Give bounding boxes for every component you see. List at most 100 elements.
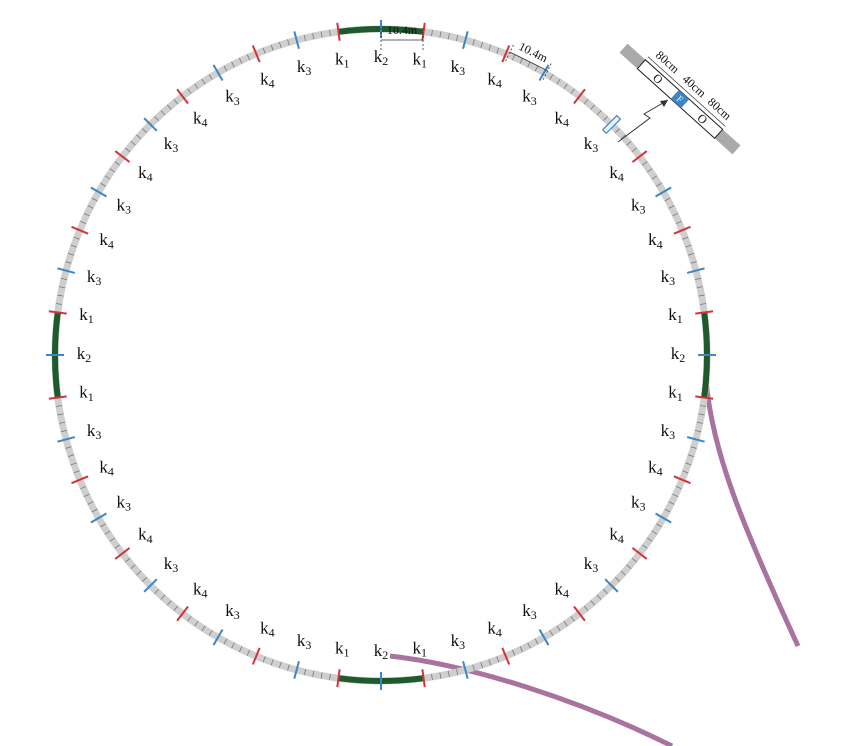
- minor-tick: [620, 570, 626, 576]
- sensor-f: [670, 89, 690, 109]
- minor-tick: [246, 649, 250, 656]
- minor-tick: [55, 303, 63, 305]
- sensor-mark: [631, 547, 648, 560]
- minor-tick: [246, 54, 250, 61]
- label-subscript: 3: [531, 94, 537, 108]
- minor-tick: [87, 205, 94, 209]
- minor-tick: [194, 620, 199, 627]
- ring-label: k2: [77, 344, 92, 365]
- sensor-mark: [655, 186, 672, 198]
- sensor-mark: [336, 669, 341, 688]
- minor-tick: [125, 557, 131, 563]
- minor-tick: [223, 65, 228, 72]
- ring-label: k3: [584, 554, 599, 575]
- pointer: [617, 99, 669, 143]
- minor-tick: [80, 220, 87, 224]
- sensor-mark: [538, 629, 550, 646]
- minor-tick: [104, 530, 111, 535]
- pointer-head: [660, 100, 668, 107]
- sensor-mark: [462, 660, 469, 679]
- minor-tick: [690, 446, 697, 449]
- minor-tick: [682, 236, 689, 240]
- sensor-mark: [212, 629, 224, 646]
- label-subscript: 3: [669, 274, 675, 288]
- ring-label: k4: [648, 458, 663, 479]
- minor-tick: [320, 31, 323, 38]
- minor-tick: [668, 205, 675, 209]
- minor-tick: [312, 33, 315, 40]
- sensor-mark: [462, 31, 469, 50]
- label-subscript: 3: [172, 141, 178, 155]
- minor-tick: [626, 141, 632, 146]
- minor-tick: [329, 673, 331, 681]
- minor-tick: [696, 421, 703, 424]
- minor-tick: [100, 523, 106, 528]
- label-subscript: 1: [88, 390, 94, 404]
- minor-tick: [527, 61, 531, 68]
- sensor-mark: [631, 150, 648, 163]
- dimension-line: [509, 51, 548, 72]
- minor-tick: [142, 128, 147, 133]
- label-subscript: 3: [305, 638, 311, 652]
- ring-label: k2: [374, 47, 389, 68]
- minor-tick: [104, 175, 111, 180]
- ring-label: k4: [609, 525, 624, 546]
- ring-label: k3: [631, 492, 646, 513]
- minor-tick: [447, 670, 450, 677]
- minor-tick: [651, 175, 658, 180]
- label-subscript: 3: [234, 608, 240, 622]
- minor-tick: [439, 31, 442, 38]
- minor-tick: [136, 570, 142, 576]
- label-subscript: 2: [382, 648, 388, 662]
- minor-tick: [136, 134, 142, 140]
- label-subscript: 4: [657, 464, 663, 478]
- label-subscript: 4: [496, 625, 502, 639]
- minor-tick: [160, 110, 166, 116]
- minor-tick: [698, 413, 705, 416]
- ring: k2 k1 k3 k4k3k4k3k4k3k4k3k1k2k1k3k4k3k4k3k4…: [46, 20, 716, 690]
- minor-tick: [287, 39, 290, 46]
- ring-label: k3: [584, 134, 599, 155]
- minor-tick: [456, 34, 459, 42]
- minor-tick: [439, 672, 442, 679]
- minor-tick: [201, 625, 206, 632]
- minor-tick: [60, 430, 68, 433]
- label-subscript: 3: [592, 561, 598, 575]
- ring-label: k3: [164, 134, 179, 155]
- minor-tick: [615, 577, 620, 582]
- label-subscript: 4: [147, 170, 153, 184]
- minor-tick: [320, 672, 323, 679]
- minor-tick: [626, 564, 632, 569]
- minor-tick: [563, 83, 568, 90]
- minor-tick: [496, 47, 500, 54]
- sensor-mark: [538, 64, 550, 81]
- label-subscript: 4: [563, 586, 569, 600]
- dimension-guide: [505, 44, 514, 62]
- ring-label: k4: [487, 618, 502, 639]
- minor-tick: [57, 413, 64, 416]
- label-subscript: 2: [679, 351, 685, 365]
- minor-tick: [690, 261, 697, 264]
- ring-label: k3: [164, 554, 179, 575]
- sensor-mark: [293, 660, 300, 679]
- sensor-mark: [114, 547, 131, 560]
- minor-tick: [596, 594, 602, 600]
- ring-label: k3: [631, 195, 646, 216]
- label-subscript: 1: [421, 645, 427, 659]
- ring-label: k4: [555, 580, 570, 601]
- minor-tick: [698, 294, 705, 297]
- minor-tick: [603, 589, 608, 594]
- minor-tick: [563, 620, 568, 627]
- minor-tick: [59, 286, 66, 289]
- minor-tick: [67, 454, 74, 458]
- sensor-mark: [48, 310, 67, 315]
- dimension-label: 10.4m: [387, 23, 418, 37]
- ring-label: k4: [99, 230, 114, 251]
- minor-tick: [496, 656, 500, 663]
- label-subscript: 4: [657, 237, 663, 251]
- sensor-mark: [421, 22, 426, 41]
- minor-tick: [488, 44, 492, 51]
- ring-label: k4: [555, 108, 570, 129]
- ring-label: k1: [335, 49, 350, 70]
- minor-tick: [447, 33, 450, 40]
